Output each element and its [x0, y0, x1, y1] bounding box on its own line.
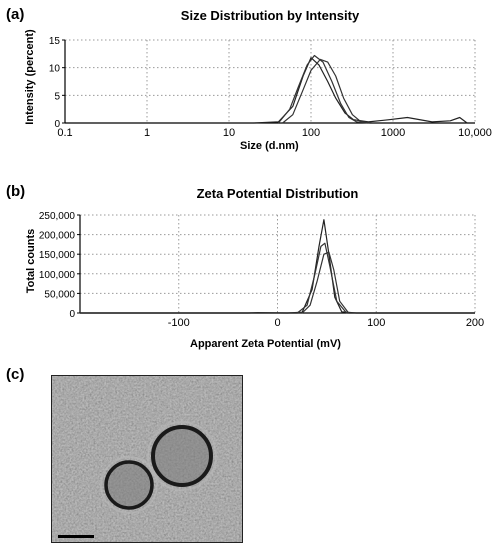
chart-title-zeta: Zeta Potential Distribution [196, 186, 359, 201]
y-tick-label: 0 [54, 119, 60, 130]
y-tick-label: 10 [49, 64, 61, 75]
series-line-zeta-2 [80, 242, 475, 314]
panel-label-a: (a) [6, 6, 25, 23]
y-tick-label: 100,000 [39, 270, 76, 281]
series-line-size-1 [253, 57, 468, 124]
x-axis-label-zeta: Apparent Zeta Potential (mV) [190, 338, 341, 350]
chart-title-size: Size Distribution by Intensity [180, 8, 360, 23]
y-tick-label: 0 [69, 309, 75, 320]
x-tick-label: -100 [168, 317, 190, 329]
x-tick-label: 1000 [381, 127, 405, 139]
tem-micrograph-image [51, 375, 243, 543]
y-tick-label: 15 [49, 36, 61, 47]
y-tick-label: 200,000 [39, 231, 76, 242]
series-line-zeta-3 [80, 251, 475, 314]
panel-label-b: (b) [6, 183, 26, 200]
x-tick-label: 100 [367, 317, 385, 329]
y-tick-label: 50,000 [44, 289, 75, 300]
x-tick-label: 200 [466, 317, 484, 329]
x-tick-label: 10,000 [458, 127, 492, 139]
y-tick-label: 5 [54, 91, 60, 102]
x-tick-label: 0.1 [57, 127, 72, 139]
panel-label-c: (c) [6, 366, 25, 383]
x-axis-label-size: Size (d.nm) [240, 140, 299, 152]
x-tick-label: 0 [274, 317, 280, 329]
tem-micrograph-svg [52, 376, 242, 542]
vesicle-small [104, 460, 154, 510]
scale-bar-icon [58, 535, 94, 538]
y-tick-label: 250,000 [39, 211, 76, 222]
y-tick-label: 150,000 [39, 250, 76, 261]
x-tick-label: 10 [223, 127, 235, 139]
x-tick-label: 100 [302, 127, 320, 139]
vesicle-large [151, 425, 213, 487]
series-line-size-2 [277, 54, 369, 124]
charts-svg: 0.1 1 10 100 1000 10,000 0 5 10 15 -100 0 100 200 0 50,… [39, 36, 492, 329]
series-line-size-3 [282, 58, 370, 124]
x-tick-label: 1 [144, 127, 150, 139]
